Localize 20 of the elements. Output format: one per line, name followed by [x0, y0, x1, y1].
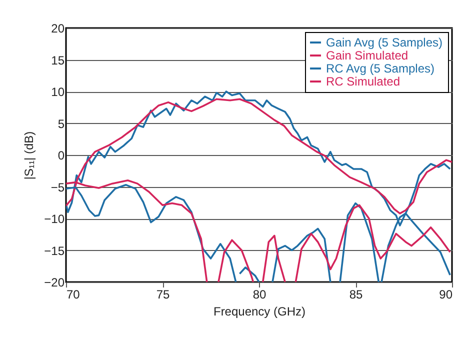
y-tick-label: 5 [58, 116, 65, 131]
x-tick-label: 90 [439, 288, 453, 302]
y-axis-title: |S₁₁| (dB) [22, 131, 36, 180]
y-tick-label: −15 [44, 244, 65, 258]
x-tick-label: 75 [156, 288, 170, 302]
legend-label: RC Simulated [326, 74, 400, 88]
x-tick-label: 70 [66, 288, 80, 302]
y-tick-label: 15 [51, 53, 65, 68]
y-tick-label: 10 [51, 85, 65, 99]
x-tick-label: 85 [349, 288, 363, 302]
y-tick-label: 0 [58, 148, 65, 162]
y-tick-label: −5 [50, 180, 65, 194]
y-tick-label: −10 [44, 212, 65, 226]
x-axis-title: Frequency (GHz) [213, 304, 306, 318]
x-tick-label: 80 [252, 288, 266, 302]
legend-label: RC Avg (5 Samples) [326, 62, 434, 76]
y-tick-label: 20 [51, 22, 65, 36]
y-tick-label: −20 [44, 276, 65, 290]
legend-label: Gain Simulated [326, 48, 408, 62]
legend-label: Gain Avg (5 Samples) [326, 36, 443, 50]
